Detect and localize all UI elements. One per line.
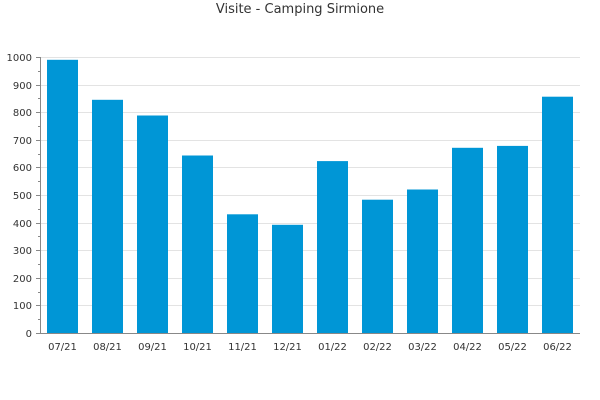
y-tick-label: 200 bbox=[13, 274, 32, 285]
bars bbox=[47, 59, 573, 334]
x-tick-label: 01/22 bbox=[318, 342, 347, 353]
y-tick-label: 400 bbox=[13, 219, 32, 230]
x-tick-label: 05/22 bbox=[498, 342, 527, 353]
chart-title: Visite - Camping Sirmione bbox=[215, 2, 385, 17]
x-tick-label: 03/22 bbox=[408, 342, 437, 353]
bar-05-22 bbox=[497, 145, 528, 333]
x-tick-label: 09/21 bbox=[138, 342, 167, 353]
y-tick-label: 900 bbox=[13, 81, 32, 92]
x-tick-label: 10/21 bbox=[183, 342, 212, 353]
bar-02-22 bbox=[362, 199, 393, 333]
tick-labels: 0 100 200 300 400 500 600 700 800 900 1000 07/21 08/… bbox=[7, 53, 572, 353]
x-tick-label: 04/22 bbox=[453, 342, 482, 353]
y-tick-label: 0 bbox=[26, 329, 32, 340]
y-tick-label: 800 bbox=[13, 108, 32, 119]
bar-04-22 bbox=[452, 147, 483, 333]
y-tick-label: 500 bbox=[13, 191, 32, 202]
x-tick-label: 08/21 bbox=[93, 342, 122, 353]
bar-10-21 bbox=[182, 155, 213, 333]
y-tick-label: 600 bbox=[13, 163, 32, 174]
gridlines bbox=[40, 57, 580, 306]
bar-09-21 bbox=[137, 115, 168, 333]
bar-08-21 bbox=[92, 99, 123, 333]
y-tick-label: 100 bbox=[13, 301, 32, 312]
x-tick-label: 06/22 bbox=[543, 342, 572, 353]
x-tick-label: 12/21 bbox=[273, 342, 302, 353]
x-tick-label: 07/21 bbox=[48, 342, 77, 353]
bar-01-22 bbox=[317, 161, 348, 333]
bar-03-22 bbox=[407, 189, 438, 333]
x-tick-label: 02/22 bbox=[363, 342, 392, 353]
y-tick-label: 300 bbox=[13, 246, 32, 257]
y-tick-label: 1000 bbox=[7, 53, 32, 64]
bar-07-21 bbox=[47, 59, 78, 334]
axes bbox=[36, 57, 580, 334]
bar-12-21 bbox=[272, 224, 303, 333]
bar-06-22 bbox=[542, 96, 573, 333]
x-tick-label: 11/21 bbox=[228, 342, 257, 353]
y-tick-label: 700 bbox=[13, 136, 32, 147]
bar-11-21 bbox=[227, 214, 258, 333]
